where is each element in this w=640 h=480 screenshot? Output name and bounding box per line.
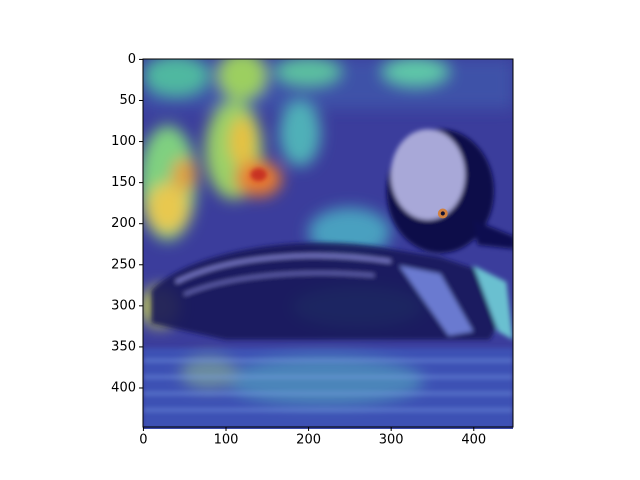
x-tick-label: 400 <box>461 433 486 448</box>
x-tick-label: 100 <box>214 433 239 448</box>
y-tick-label: 300 <box>111 298 136 313</box>
axes-frame <box>142 58 514 428</box>
x-tick-label: 0 <box>139 433 147 448</box>
y-tick-label: 200 <box>111 216 136 231</box>
y-tick-label: 250 <box>111 257 136 272</box>
x-tick-label: 200 <box>296 433 321 448</box>
y-tick-label: 50 <box>119 93 136 108</box>
heatmap-image <box>143 59 514 430</box>
y-tick-label: 400 <box>111 380 136 395</box>
y-tick-label: 0 <box>128 52 136 67</box>
y-tick-label: 150 <box>111 175 136 190</box>
x-tick-label: 300 <box>379 433 404 448</box>
y-tick-label: 100 <box>111 134 136 149</box>
y-tick-label: 350 <box>111 339 136 354</box>
